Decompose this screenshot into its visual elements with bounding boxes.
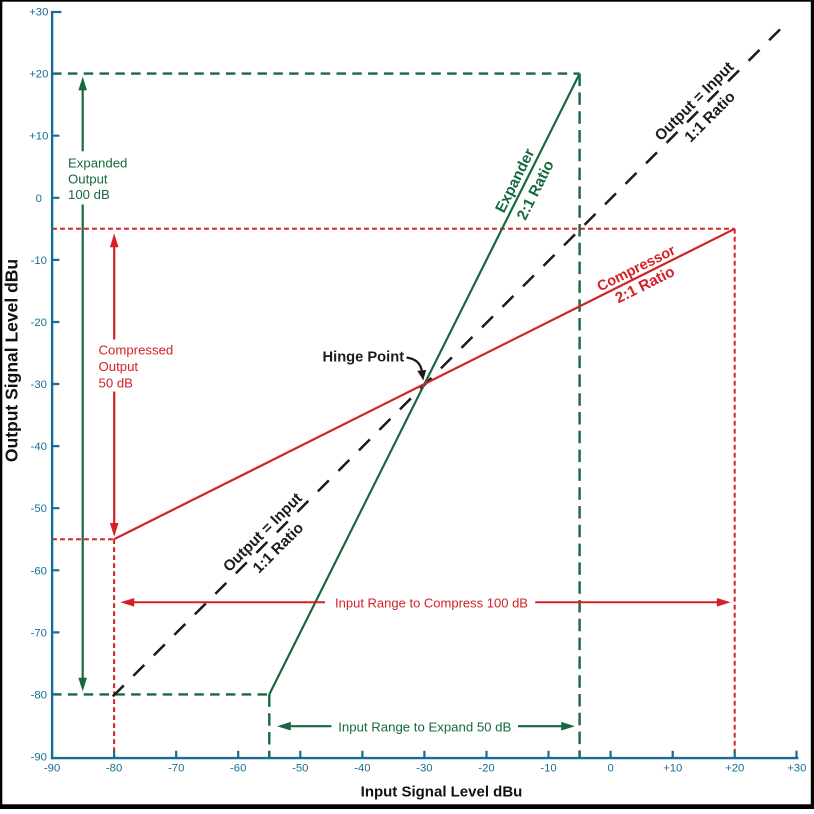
svg-text:-80: -80 <box>31 689 47 701</box>
svg-text:-50: -50 <box>31 503 47 515</box>
svg-text:+10: +10 <box>29 131 48 143</box>
svg-text:Input Range to Compress 100 dB: Input Range to Compress 100 dB <box>335 596 528 611</box>
svg-text:-30: -30 <box>31 379 47 391</box>
svg-text:-90: -90 <box>44 763 60 775</box>
svg-text:-20: -20 <box>31 317 47 329</box>
svg-text:Input Signal Level dBu: Input Signal Level dBu <box>361 784 523 801</box>
svg-text:+10: +10 <box>663 763 682 775</box>
svg-text:Output: Output <box>99 359 139 374</box>
svg-text:Compressed: Compressed <box>99 342 174 357</box>
svg-text:-10: -10 <box>540 763 556 775</box>
svg-text:0: 0 <box>36 193 42 205</box>
svg-text:-30: -30 <box>416 763 432 775</box>
svg-text:-70: -70 <box>168 763 184 775</box>
svg-text:Expanded: Expanded <box>68 155 127 170</box>
svg-text:-80: -80 <box>106 763 122 775</box>
svg-text:Input Range to Expand 50 dB: Input Range to Expand 50 dB <box>338 719 511 734</box>
svg-text:+30: +30 <box>29 7 48 19</box>
svg-text:-20: -20 <box>478 763 494 775</box>
svg-text:Hinge Point: Hinge Point <box>323 350 405 366</box>
svg-text:Output: Output <box>68 171 108 186</box>
svg-text:+20: +20 <box>725 763 744 775</box>
svg-text:+30: +30 <box>787 763 806 775</box>
svg-text:-90: -90 <box>31 752 47 764</box>
svg-text:100 dB: 100 dB <box>68 187 110 202</box>
svg-text:-40: -40 <box>354 763 370 775</box>
svg-text:-70: -70 <box>31 627 47 639</box>
svg-text:-60: -60 <box>31 565 47 577</box>
svg-text:50 dB: 50 dB <box>99 375 134 390</box>
svg-text:Output Signal Level dBu: Output Signal Level dBu <box>2 259 22 462</box>
svg-text:-10: -10 <box>31 255 47 267</box>
svg-text:-40: -40 <box>31 441 47 453</box>
svg-text:-50: -50 <box>292 763 308 775</box>
svg-text:0: 0 <box>607 763 613 775</box>
svg-text:-60: -60 <box>230 763 246 775</box>
svg-text:+20: +20 <box>29 69 48 81</box>
